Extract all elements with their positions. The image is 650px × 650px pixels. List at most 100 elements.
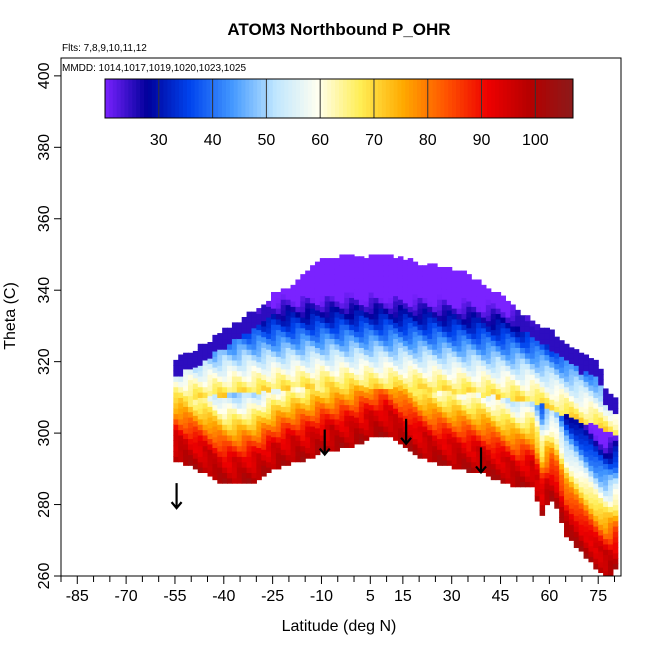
heatmap-cell: [246, 424, 253, 431]
heatmap-cell: [358, 325, 365, 332]
heatmap-cell: [544, 488, 550, 495]
colorbar-swatch: [483, 79, 488, 118]
heatmap-cell: [573, 531, 580, 538]
heatmap-cell: [573, 509, 580, 516]
heatmap-cell: [554, 438, 560, 445]
heatmap-cell: [437, 417, 443, 423]
colorbar-swatch: [339, 79, 344, 118]
heatmap-cell: [520, 336, 526, 343]
heatmap-cell: [568, 502, 575, 509]
colorbar-swatch: [179, 79, 184, 118]
heatmap-cell: [539, 488, 546, 495]
heatmap-cell: [368, 270, 375, 277]
heatmap-cell: [344, 425, 350, 432]
heatmap-cell: [251, 461, 257, 468]
heatmap-cell: [334, 279, 340, 286]
heatmap-cell: [207, 358, 213, 365]
heatmap-cell: [583, 515, 590, 522]
heatmap-cell: [241, 327, 248, 334]
heatmap-cell: [280, 411, 287, 418]
heatmap-cell: [510, 390, 516, 397]
heatmap-cell: [344, 404, 350, 411]
heatmap-cell: [319, 381, 326, 388]
heatmap-cell: [446, 379, 453, 386]
heatmap-cell: [598, 513, 604, 520]
heatmap-cell: [393, 311, 399, 318]
heatmap-cell: [407, 333, 414, 340]
colorbar-swatch: [545, 79, 551, 118]
heatmap-cell: [339, 254, 345, 261]
heatmap-cell: [612, 472, 619, 479]
heatmap-cell: [588, 374, 594, 381]
heatmap-cell: [573, 349, 580, 356]
colorbar-swatch: [452, 79, 457, 118]
heatmap-cell: [441, 358, 448, 365]
heatmap-cell: [568, 411, 575, 418]
heatmap-cell: [500, 402, 507, 409]
heatmap-cell: [207, 417, 213, 423]
heatmap-cell: [373, 350, 380, 357]
heatmap-cell: [393, 370, 399, 377]
colorbar-swatch: [354, 79, 359, 118]
heatmap-cell: [368, 308, 375, 315]
heatmap-cell: [432, 418, 438, 425]
heatmap-cell: [441, 304, 448, 311]
heatmap-cell: [568, 459, 575, 466]
heatmap-cell: [358, 422, 365, 429]
heatmap-cell: [427, 295, 433, 302]
heatmap-cell: [402, 409, 409, 416]
heatmap-cell: [393, 300, 399, 307]
heatmap-cell: [349, 302, 355, 309]
heatmap-cell: [378, 259, 384, 266]
heatmap-cell: [432, 397, 438, 404]
heatmap-cell: [554, 449, 560, 456]
heatmap-cell: [495, 468, 502, 475]
heatmap-cell: [471, 456, 477, 463]
heatmap-cell: [290, 402, 297, 409]
heatmap-cell: [388, 356, 394, 363]
heatmap-cell: [593, 402, 599, 409]
heatmap-cell: [510, 400, 516, 407]
heatmap-cell: [305, 447, 311, 454]
heatmap-cell: [461, 367, 467, 373]
heatmap-cell: [437, 390, 443, 397]
heatmap-cell: [246, 472, 253, 479]
heatmap-cell: [407, 408, 414, 415]
heatmap-cell: [412, 342, 419, 348]
heatmap-cell: [441, 288, 448, 295]
heatmap-cell: [183, 374, 189, 381]
heatmap-cell: [427, 338, 433, 345]
heatmap-cell: [554, 459, 560, 466]
heatmap-cell: [578, 465, 585, 472]
heatmap-cell: [437, 266, 443, 273]
heatmap-cell: [378, 377, 384, 384]
heatmap-cell: [607, 490, 614, 497]
heatmap-cell: [339, 383, 345, 390]
heatmap-cell: [515, 325, 521, 332]
heatmap-cell: [295, 354, 301, 361]
heatmap-cell: [183, 352, 189, 359]
heatmap-cell: [524, 331, 531, 338]
heatmap-cell: [378, 393, 384, 400]
heatmap-cell: [300, 375, 306, 382]
heatmap-cell: [603, 522, 609, 529]
x-tick-label: -85: [66, 588, 89, 605]
heatmap-cell: [451, 372, 458, 379]
heatmap-cell: [222, 456, 228, 463]
heatmap-cell: [300, 333, 306, 340]
heatmap-cell: [212, 393, 218, 400]
heatmap-cell: [461, 388, 467, 395]
heatmap-cell: [256, 404, 262, 411]
heatmap-cell: [363, 413, 370, 420]
heatmap-cell: [275, 318, 282, 325]
heatmap-cell: [314, 283, 321, 290]
heatmap-cell: [495, 329, 502, 336]
heatmap-cell: [476, 402, 482, 409]
heatmap-cell: [422, 420, 428, 427]
heatmap-cell: [427, 402, 433, 409]
heatmap-cell: [500, 467, 507, 473]
heatmap-cell: [339, 425, 345, 432]
heatmap-cell: [246, 413, 253, 420]
heatmap-cell: [490, 291, 497, 298]
heatmap-cell: [402, 308, 409, 315]
